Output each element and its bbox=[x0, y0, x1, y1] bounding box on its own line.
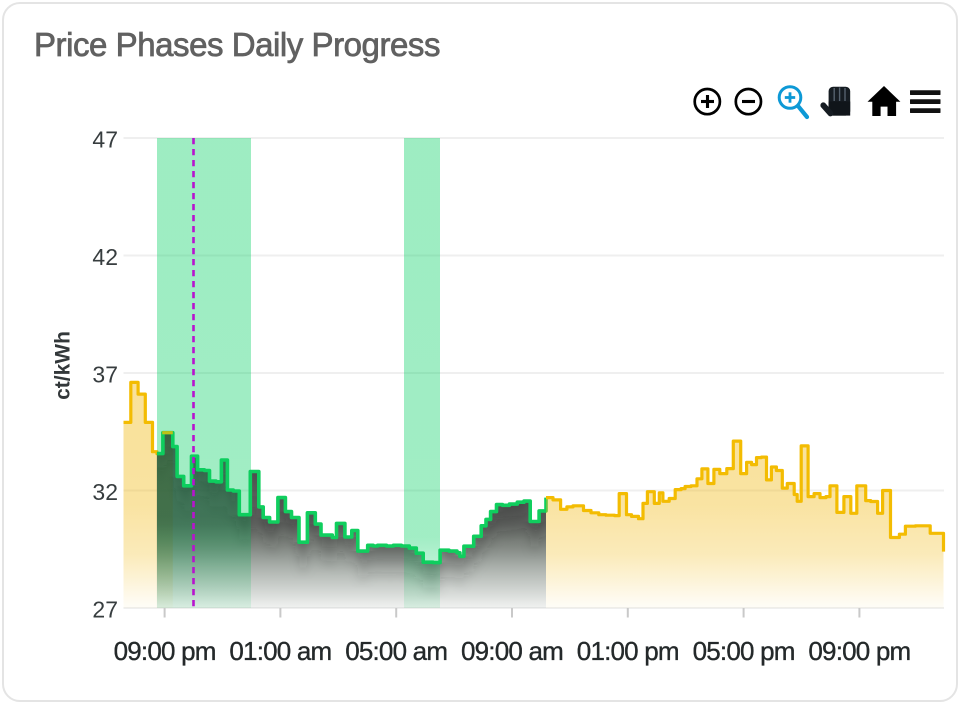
svg-text:32: 32 bbox=[92, 479, 118, 505]
svg-text:05:00 am: 05:00 am bbox=[345, 636, 447, 666]
svg-text:09:00 pm: 09:00 pm bbox=[114, 636, 216, 666]
svg-text:27: 27 bbox=[92, 597, 118, 623]
svg-text:37: 37 bbox=[92, 362, 118, 388]
svg-text:ct/kWh: ct/kWh bbox=[52, 331, 75, 400]
svg-text:01:00 am: 01:00 am bbox=[229, 636, 331, 666]
svg-text:09:00 pm: 09:00 pm bbox=[808, 636, 910, 666]
svg-text:09:00 am: 09:00 am bbox=[461, 636, 563, 666]
svg-text:42: 42 bbox=[92, 244, 118, 270]
svg-text:05:00 pm: 05:00 pm bbox=[693, 636, 795, 666]
svg-text:47: 47 bbox=[92, 127, 118, 153]
svg-text:01:00 pm: 01:00 pm bbox=[577, 636, 679, 666]
